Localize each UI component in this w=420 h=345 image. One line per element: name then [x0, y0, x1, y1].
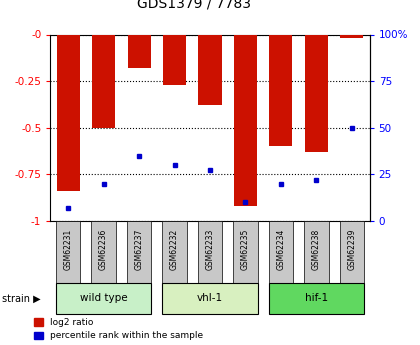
Bar	[305, 34, 328, 152]
Text: GSM62239: GSM62239	[347, 228, 356, 270]
Bar	[128, 34, 151, 68]
FancyBboxPatch shape	[340, 221, 364, 283]
Bar	[269, 34, 292, 146]
Bar	[57, 34, 80, 191]
Text: wild type: wild type	[80, 294, 127, 303]
FancyBboxPatch shape	[92, 221, 116, 283]
Bar	[234, 34, 257, 206]
Text: GSM62233: GSM62233	[205, 228, 215, 270]
FancyBboxPatch shape	[233, 221, 258, 283]
Text: GSM62234: GSM62234	[276, 228, 286, 270]
Bar	[163, 34, 186, 85]
FancyBboxPatch shape	[56, 221, 80, 283]
Text: GDS1379 / 7783: GDS1379 / 7783	[137, 0, 251, 10]
Text: GSM62236: GSM62236	[99, 228, 108, 270]
Text: strain ▶: strain ▶	[2, 294, 41, 303]
Bar	[92, 34, 115, 128]
FancyBboxPatch shape	[127, 221, 151, 283]
FancyBboxPatch shape	[269, 283, 364, 314]
Bar	[199, 34, 221, 105]
FancyBboxPatch shape	[304, 221, 328, 283]
FancyBboxPatch shape	[162, 221, 187, 283]
Text: GSM62238: GSM62238	[312, 228, 321, 269]
Text: GSM62235: GSM62235	[241, 228, 250, 270]
FancyBboxPatch shape	[269, 221, 293, 283]
FancyBboxPatch shape	[198, 221, 222, 283]
FancyBboxPatch shape	[162, 283, 258, 314]
Text: hif-1: hif-1	[305, 294, 328, 303]
Legend: log2 ratio, percentile rank within the sample: log2 ratio, percentile rank within the s…	[34, 318, 203, 341]
Text: GSM62232: GSM62232	[170, 228, 179, 269]
FancyBboxPatch shape	[56, 283, 151, 314]
Text: GSM62231: GSM62231	[64, 228, 73, 269]
Text: GSM62237: GSM62237	[134, 228, 144, 270]
Bar	[340, 34, 363, 38]
Text: vhl-1: vhl-1	[197, 294, 223, 303]
